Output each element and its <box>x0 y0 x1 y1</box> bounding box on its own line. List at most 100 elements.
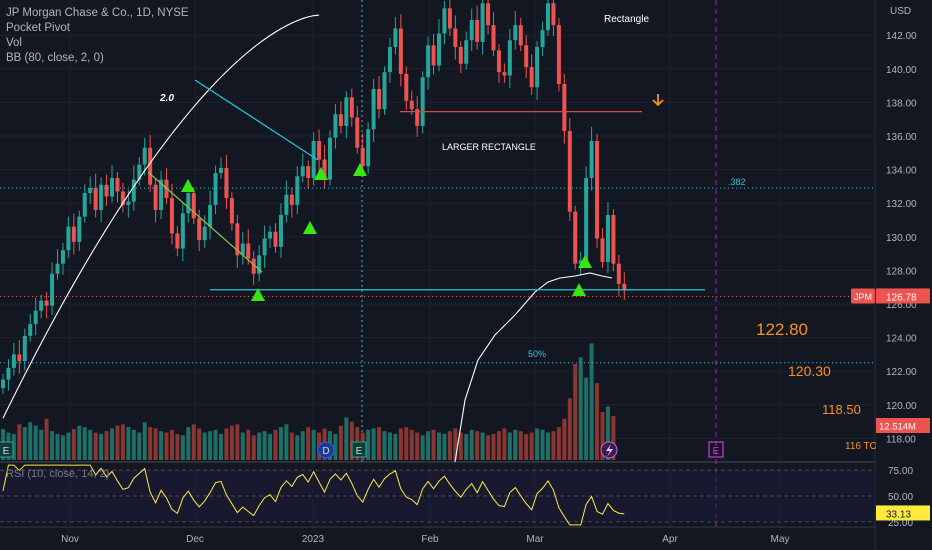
earnings-badge-icon <box>351 441 367 458</box>
volume-bar <box>469 429 474 460</box>
volume-bar <box>567 398 572 460</box>
candle-body <box>169 198 174 234</box>
candle-body <box>22 335 27 362</box>
volume-bar <box>268 433 273 460</box>
volume-bar <box>306 427 311 460</box>
candle-body <box>475 20 480 42</box>
volume-bar <box>273 429 278 460</box>
target-label: 122.80 <box>756 320 808 339</box>
candle-body <box>11 354 16 368</box>
candle-body <box>611 214 616 264</box>
candle-body <box>208 204 213 227</box>
volume-bar <box>202 432 207 460</box>
volume-bar <box>164 432 169 460</box>
candle-body <box>377 88 382 110</box>
candle-body <box>349 97 354 118</box>
rsi-tick-label: 50.00 <box>888 492 913 503</box>
indicator-vol[interactable]: Vol <box>6 37 22 49</box>
symbol-title[interactable]: JP Morgan Chase & Co., 1D, NYSE <box>6 7 189 19</box>
candle-body <box>366 129 371 167</box>
badge-text: E <box>3 446 10 457</box>
volume-bar <box>595 383 600 460</box>
volume-bar <box>518 431 523 460</box>
volume-bar <box>142 422 147 460</box>
candle-body <box>496 50 501 73</box>
candle-body <box>120 191 125 205</box>
candle-body <box>546 3 550 31</box>
candle-body <box>524 45 529 68</box>
candle-body <box>507 40 512 76</box>
volume-bar <box>284 424 289 460</box>
pocket-pivot-marker-icon <box>572 283 586 296</box>
volume-value: 12.514M <box>879 422 916 433</box>
volume-bar <box>349 421 354 460</box>
time-tick-label: Mar <box>526 534 544 545</box>
time-tick-label: May <box>771 534 790 545</box>
price-tick-label: 120.00 <box>886 401 917 412</box>
volume-bar <box>507 432 512 460</box>
volume-bar <box>502 428 507 460</box>
volume-bar <box>300 431 305 460</box>
candle-body <box>393 28 398 47</box>
candle-body <box>491 25 496 51</box>
candle-body <box>104 184 109 197</box>
candle-body <box>551 3 556 26</box>
volume-bar <box>387 432 392 460</box>
candle-body <box>360 147 365 167</box>
candle-body <box>322 159 327 180</box>
candle-body <box>77 216 82 242</box>
rsi-value: 33.13 <box>886 509 911 520</box>
candle-body <box>219 167 223 173</box>
candle-body <box>595 141 600 239</box>
volume-bar <box>148 427 153 460</box>
candle-body <box>93 188 98 210</box>
candle-body <box>39 300 44 311</box>
volume-bar <box>556 427 561 460</box>
indicator-pocket-pivot[interactable]: Pocket Pivot <box>6 22 70 34</box>
volume-bar <box>480 432 485 460</box>
candle-body <box>420 77 425 126</box>
candle-body <box>295 176 300 205</box>
price-tick-label: 132.00 <box>886 199 917 210</box>
currency-label: USD <box>890 6 911 17</box>
candle-body <box>175 233 180 249</box>
candle-body <box>257 255 262 274</box>
candle-body <box>115 178 120 192</box>
volume-bar <box>99 433 104 460</box>
candle-body <box>616 263 621 284</box>
price-tick-label: 130.00 <box>886 233 917 244</box>
candle-body <box>578 260 583 264</box>
candle-body <box>235 223 240 256</box>
candle-body <box>458 46 463 64</box>
volume-bar <box>219 433 223 460</box>
candle-body <box>17 354 22 362</box>
candle-body <box>622 283 627 291</box>
indicator-bb[interactable]: BB (80, close, 2, 0) <box>6 52 104 64</box>
candle-body <box>300 166 305 177</box>
volume-bar <box>578 357 583 460</box>
candle-body <box>328 137 332 180</box>
candle-body <box>191 193 196 219</box>
candle-body <box>556 25 561 84</box>
candle-body <box>502 72 507 76</box>
candle-body <box>584 178 589 261</box>
volume-bar <box>257 432 262 460</box>
rsi-line <box>2 464 625 526</box>
price-tick-label: 136.00 <box>886 132 917 143</box>
candle-body <box>88 188 93 194</box>
candle-body <box>447 8 452 29</box>
candle-body <box>453 28 458 47</box>
volume-bar <box>137 432 142 460</box>
volume-bar <box>551 431 556 460</box>
volume-bar <box>82 427 87 460</box>
price-tick-label: 126.00 <box>886 300 917 311</box>
candle-body <box>529 67 534 88</box>
fib-50-label: 50% <box>528 349 546 359</box>
volume-bar <box>131 429 136 460</box>
volume-bar <box>169 429 174 460</box>
candle-body <box>513 25 518 41</box>
volume-bar <box>377 427 382 460</box>
candle-body <box>437 33 441 66</box>
candle-body <box>6 367 11 380</box>
